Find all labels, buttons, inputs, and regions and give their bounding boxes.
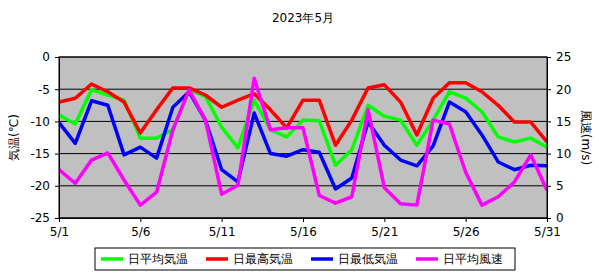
tick-label: 5/31 xyxy=(534,225,561,239)
legend-box xyxy=(95,248,515,270)
tick-mark xyxy=(55,121,59,122)
tick-label: 5/26 xyxy=(453,225,480,239)
tick-mark xyxy=(55,186,59,187)
tick: 5 xyxy=(547,179,564,193)
tick-label: 10 xyxy=(556,147,571,161)
tick: 5/26 xyxy=(453,218,480,239)
legend-swatch xyxy=(101,257,123,261)
title: 2023年5月 xyxy=(272,11,334,25)
series-lines xyxy=(59,78,547,205)
tick-label: 15 xyxy=(556,115,571,129)
y2-axis-title: 風速(m/s) xyxy=(579,110,593,165)
tick-mark xyxy=(55,89,59,90)
plot-frame xyxy=(59,57,547,218)
tick-label: 5/16 xyxy=(290,225,317,239)
series-line xyxy=(59,83,547,145)
tick-mark xyxy=(140,218,141,222)
tick-label: 5 xyxy=(556,179,564,193)
tick-mark xyxy=(547,57,551,58)
tick: -15 xyxy=(30,147,59,161)
grid xyxy=(59,57,547,218)
tick-mark xyxy=(303,218,304,222)
tick: -25 xyxy=(30,211,59,225)
axis-line xyxy=(55,58,60,219)
tick-label: 0 xyxy=(42,50,50,64)
legend-swatch xyxy=(206,257,228,261)
tick-mark xyxy=(547,186,551,187)
tick-label: 5/21 xyxy=(371,225,398,239)
tick: 5/11 xyxy=(209,218,236,239)
tick-mark xyxy=(55,218,59,219)
series-line xyxy=(59,92,547,189)
y2-axis: 0 5 10 15 20 25 xyxy=(547,50,571,225)
tick-label: -20 xyxy=(30,179,50,193)
legend-swatch xyxy=(311,257,333,261)
tick: 10 xyxy=(547,147,571,161)
legend-label: 日最低気温 xyxy=(338,252,398,266)
tick: -20 xyxy=(30,179,59,193)
tick: 25 xyxy=(547,50,571,64)
tick: -10 xyxy=(30,115,59,129)
tick-mark xyxy=(384,218,385,222)
x-axis: 5/1 5/6 5/11 5/16 5/21 5/26 5/31 xyxy=(50,218,561,239)
tick-label: 0 xyxy=(556,211,564,225)
tick-label: -10 xyxy=(30,115,50,129)
tick: 5/6 xyxy=(131,218,150,239)
tick-mark xyxy=(547,121,551,122)
legend-swatch xyxy=(416,257,438,261)
tick: 5/21 xyxy=(371,218,398,239)
tick-label: 5/1 xyxy=(50,225,69,239)
tick-label: 25 xyxy=(556,50,571,64)
tick: 0 xyxy=(547,211,564,225)
tick-label: 5/11 xyxy=(209,225,236,239)
tick: -5 xyxy=(38,83,59,97)
tick-mark xyxy=(55,57,59,58)
tick-mark xyxy=(547,154,551,155)
grid-line xyxy=(59,153,547,154)
legend-label: 日最高気温 xyxy=(233,252,293,266)
legend-label: 日平均気温 xyxy=(128,252,188,266)
tick-mark xyxy=(222,218,223,222)
tick: 5/1 xyxy=(50,218,69,239)
tick-label: 5/6 xyxy=(131,225,150,239)
tick-label: 20 xyxy=(556,83,571,97)
tick-mark xyxy=(55,154,59,155)
y-axis: -25 -20 -15 -10 -5 0 xyxy=(30,50,59,225)
chart: 5/1 5/6 5/11 5/16 5/21 5/26 5/31 -25 -20 -15 -10 -5… xyxy=(0,0,599,277)
tick-label: -15 xyxy=(30,147,50,161)
legend: 日平均気温 日最高気温 日最低気温 日平均風速 xyxy=(95,248,515,270)
tick: 15 xyxy=(547,115,571,129)
tick: 20 xyxy=(547,83,571,97)
tick-mark xyxy=(547,218,551,219)
tick: 5/16 xyxy=(290,218,317,239)
tick: 0 xyxy=(42,50,59,64)
tick-label: -5 xyxy=(38,83,50,97)
tick-label: -25 xyxy=(30,211,50,225)
axis-line xyxy=(60,219,548,223)
y-axis-title: 気温(℃) xyxy=(7,114,21,161)
plot-background xyxy=(59,57,547,218)
axis-line xyxy=(548,58,552,219)
legend-label: 日平均風速 xyxy=(443,252,503,266)
series-line xyxy=(59,78,547,205)
tick-mark xyxy=(466,218,467,222)
tick-mark xyxy=(547,89,551,90)
